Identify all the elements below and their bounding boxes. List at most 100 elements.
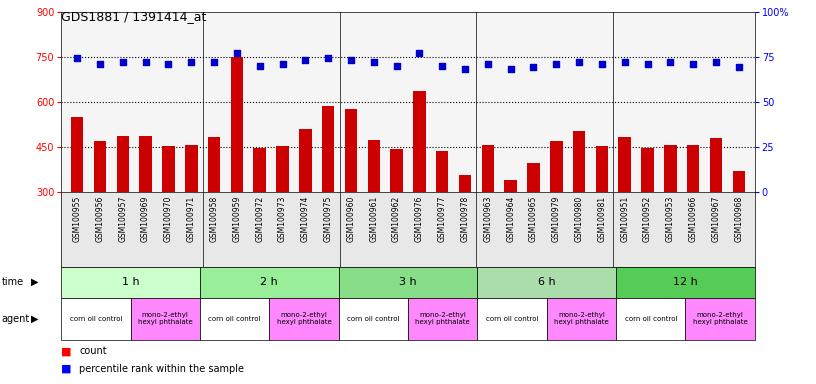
Bar — [117, 136, 129, 192]
Bar — [322, 106, 335, 192]
Point — [230, 50, 243, 56]
Bar — [547, 298, 616, 340]
Point — [207, 59, 220, 65]
Text: ■: ■ — [61, 346, 72, 356]
Bar — [616, 298, 685, 340]
Text: GSM100976: GSM100976 — [415, 196, 424, 242]
Point — [687, 61, 700, 67]
Bar — [436, 151, 449, 192]
Text: GSM100970: GSM100970 — [164, 196, 173, 242]
Bar — [94, 141, 106, 192]
Bar — [269, 298, 339, 340]
Text: percentile rank within the sample: percentile rank within the sample — [79, 364, 244, 374]
Point — [709, 59, 722, 65]
Bar — [710, 139, 722, 192]
Text: GSM100974: GSM100974 — [301, 196, 310, 242]
Bar — [733, 171, 745, 192]
Text: agent: agent — [2, 314, 30, 324]
Text: 12 h: 12 h — [673, 277, 698, 287]
Bar — [231, 56, 243, 192]
Point — [94, 61, 107, 67]
Text: ▶: ▶ — [31, 314, 38, 324]
Point — [504, 66, 517, 72]
Text: GSM100972: GSM100972 — [255, 196, 264, 242]
Bar — [339, 298, 408, 340]
Bar — [413, 91, 426, 192]
Point — [527, 65, 540, 71]
Point — [184, 59, 197, 65]
Text: GSM100952: GSM100952 — [643, 196, 652, 242]
Bar — [277, 146, 289, 192]
Bar — [616, 267, 755, 298]
Text: 6 h: 6 h — [538, 277, 556, 287]
Bar — [339, 267, 477, 298]
Bar — [390, 149, 403, 192]
Bar — [140, 136, 152, 192]
Bar — [200, 267, 339, 298]
Point — [619, 59, 632, 65]
Text: GSM100963: GSM100963 — [483, 196, 492, 242]
Bar — [477, 298, 547, 340]
Text: mono-2-ethyl
hexyl phthalate: mono-2-ethyl hexyl phthalate — [554, 312, 609, 325]
Text: GSM100971: GSM100971 — [187, 196, 196, 242]
Bar — [504, 180, 517, 192]
Bar — [664, 145, 676, 192]
Bar — [685, 298, 755, 340]
Text: GSM100968: GSM100968 — [734, 196, 743, 242]
Bar — [641, 148, 654, 192]
Text: GSM100977: GSM100977 — [437, 196, 446, 242]
Text: corn oil control: corn oil control — [208, 316, 261, 322]
Point — [413, 50, 426, 56]
Point — [71, 55, 84, 61]
Text: mono-2-ethyl
hexyl phthalate: mono-2-ethyl hexyl phthalate — [277, 312, 331, 325]
Text: GSM100980: GSM100980 — [574, 196, 583, 242]
Point — [732, 65, 745, 71]
Text: GSM100955: GSM100955 — [73, 196, 82, 242]
Point — [436, 63, 449, 69]
Point — [390, 63, 403, 69]
Bar — [254, 148, 266, 192]
Text: GDS1881 / 1391414_at: GDS1881 / 1391414_at — [61, 10, 206, 23]
Bar — [477, 267, 616, 298]
Point — [641, 61, 654, 67]
Text: GSM100957: GSM100957 — [118, 196, 127, 242]
Bar — [619, 137, 631, 192]
Text: GSM100961: GSM100961 — [370, 196, 379, 242]
Text: 2 h: 2 h — [260, 277, 278, 287]
Bar — [200, 298, 269, 340]
Bar — [408, 298, 477, 340]
Bar — [344, 109, 357, 192]
Point — [664, 59, 677, 65]
Text: GSM100978: GSM100978 — [460, 196, 469, 242]
Bar — [71, 118, 83, 192]
Point — [367, 59, 380, 65]
Text: GSM100962: GSM100962 — [392, 196, 401, 242]
Text: mono-2-ethyl
hexyl phthalate: mono-2-ethyl hexyl phthalate — [693, 312, 747, 325]
Point — [481, 61, 494, 67]
Point — [253, 63, 266, 69]
Point — [550, 61, 563, 67]
Point — [116, 59, 129, 65]
Bar — [459, 175, 472, 192]
Point — [162, 61, 175, 67]
Point — [299, 57, 312, 63]
Bar — [185, 146, 197, 192]
Text: GSM100964: GSM100964 — [506, 196, 515, 242]
Text: GSM100953: GSM100953 — [666, 196, 675, 242]
Text: mono-2-ethyl
hexyl phthalate: mono-2-ethyl hexyl phthalate — [138, 312, 193, 325]
Text: GSM100981: GSM100981 — [597, 196, 606, 242]
Bar — [367, 140, 380, 192]
Text: corn oil control: corn oil control — [624, 316, 677, 322]
Text: time: time — [2, 277, 24, 287]
Bar — [61, 298, 131, 340]
Bar — [61, 267, 200, 298]
Bar — [596, 146, 608, 192]
Text: GSM100965: GSM100965 — [529, 196, 538, 242]
Text: count: count — [79, 346, 107, 356]
Bar — [162, 146, 175, 192]
Text: mono-2-ethyl
hexyl phthalate: mono-2-ethyl hexyl phthalate — [415, 312, 470, 325]
Bar — [299, 129, 312, 192]
Text: GSM100956: GSM100956 — [95, 196, 104, 242]
Text: GSM100951: GSM100951 — [620, 196, 629, 242]
Text: corn oil control: corn oil control — [347, 316, 400, 322]
